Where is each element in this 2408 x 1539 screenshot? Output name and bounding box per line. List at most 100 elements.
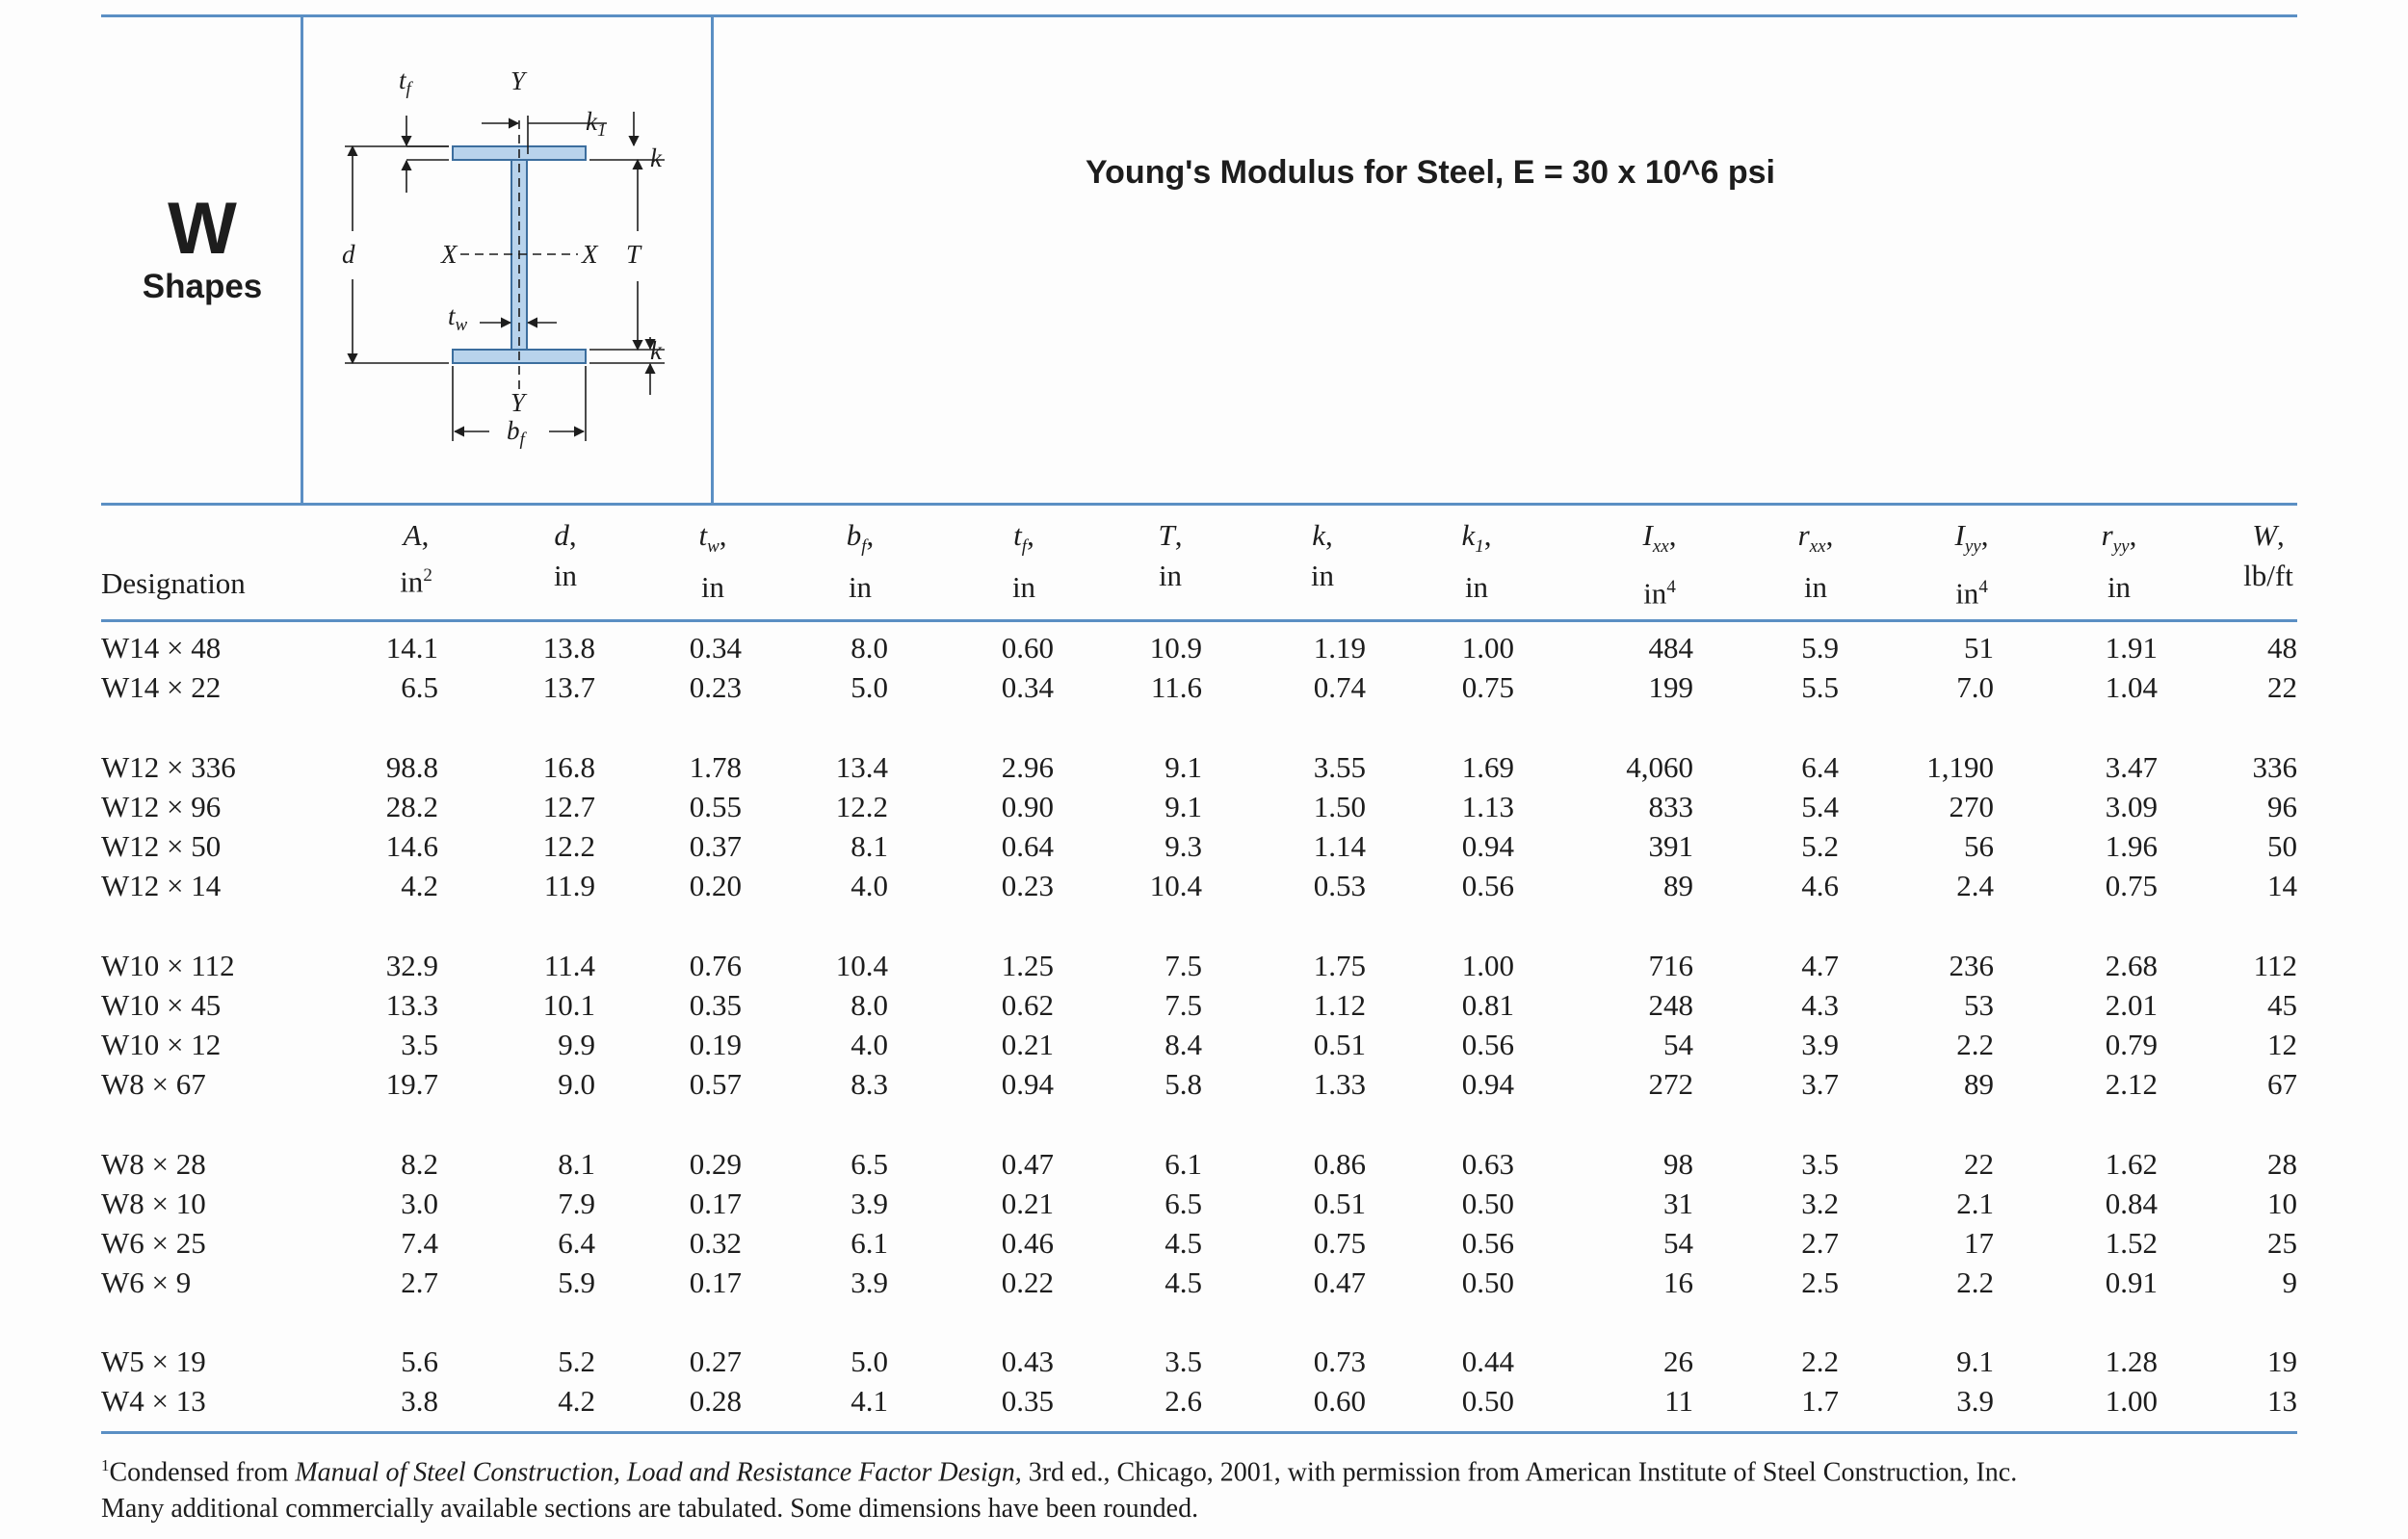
header-top-rule	[101, 503, 2297, 506]
cell-k1-dim: 0.94	[1461, 829, 1514, 863]
cell-iyy: 1,190	[1926, 750, 1994, 784]
cell-rxx: 5.2	[1801, 829, 1839, 863]
col-header-flange-thickness: tf, in	[1011, 518, 1036, 605]
cell-flange-width: 3.9	[851, 1187, 888, 1220]
label-tf: tf	[399, 65, 414, 99]
cell-iyy: 51	[1964, 631, 1994, 665]
cell-flange-thickness: 0.35	[1001, 1384, 1054, 1418]
label-k-bottom: k	[650, 336, 663, 365]
cell-flange-thickness: 0.22	[1001, 1265, 1054, 1299]
cell-k-dim: 0.75	[1313, 1226, 1366, 1260]
cell-k-dim: 0.73	[1313, 1344, 1366, 1378]
col-header-ryy: ryy, in	[2101, 518, 2137, 605]
cell-weight: 22	[2267, 670, 2297, 704]
cell-ixx: 98	[1663, 1147, 1693, 1181]
cell-flange-thickness: 0.47	[1001, 1147, 1054, 1181]
cell-rxx: 3.9	[1801, 1028, 1839, 1061]
label-k1: k1	[586, 107, 606, 141]
cell-k-dim: 0.53	[1313, 869, 1366, 902]
cell-ixx: 248	[1648, 988, 1694, 1022]
cell-ixx: 89	[1663, 869, 1693, 902]
cell-ryy: 1.00	[2105, 1384, 2158, 1418]
cell-ryy: 1.04	[2105, 670, 2158, 704]
cell-weight: 112	[2253, 949, 2297, 982]
cell-t-dim: 3.5	[1165, 1344, 1202, 1378]
cell-k1-dim: 1.00	[1461, 949, 1514, 982]
cell-iyy: 53	[1964, 988, 1994, 1022]
label-divider	[301, 15, 303, 504]
cell-rxx: 6.4	[1801, 750, 1839, 784]
cell-weight: 28	[2267, 1147, 2297, 1181]
cell-area: 2.7	[401, 1265, 438, 1299]
cell-depth: 4.2	[558, 1384, 595, 1418]
label-x-right: X	[581, 240, 599, 269]
cell-rxx: 2.2	[1801, 1344, 1839, 1378]
cell-ryy: 0.84	[2105, 1187, 2158, 1220]
cell-depth: 9.0	[558, 1067, 595, 1101]
cell-area: 14.1	[385, 631, 438, 665]
cell-area: 13.3	[385, 988, 438, 1022]
cell-area: 3.8	[401, 1384, 438, 1418]
cell-rxx: 4.3	[1801, 988, 1839, 1022]
cell-k1-dim: 0.44	[1461, 1344, 1514, 1378]
cell-k1-dim: 0.94	[1461, 1067, 1514, 1101]
cell-iyy: 9.1	[1956, 1344, 1994, 1378]
cell-weight: 12	[2267, 1028, 2297, 1061]
cell-weight: 25	[2267, 1226, 2297, 1260]
footnote-line-1: 1Condensed from Manual of Steel Construc…	[101, 1456, 2018, 1488]
cell-ixx: 54	[1663, 1226, 1693, 1260]
cell-k-dim: 1.14	[1313, 829, 1366, 863]
col-header-k-dim: k, in	[1310, 518, 1335, 592]
cell-area: 98.8	[385, 750, 438, 784]
cell-area: 3.0	[401, 1187, 438, 1220]
cell-area: 19.7	[385, 1067, 438, 1101]
cell-t-dim: 5.8	[1165, 1067, 1202, 1101]
cell-area: 7.4	[401, 1226, 438, 1260]
cell-web-thickness: 0.19	[689, 1028, 742, 1061]
cell-ryy: 0.91	[2105, 1265, 2158, 1299]
cell-rxx: 3.2	[1801, 1187, 1839, 1220]
cell-ixx: 391	[1648, 829, 1694, 863]
cell-flange-thickness: 0.62	[1001, 988, 1054, 1022]
cell-t-dim: 8.4	[1165, 1028, 1202, 1061]
cell-flange-thickness: 0.34	[1001, 670, 1054, 704]
cell-web-thickness: 0.28	[689, 1384, 742, 1418]
cell-t-dim: 2.6	[1165, 1384, 1202, 1418]
cell-ryy: 1.28	[2105, 1344, 2158, 1378]
cell-iyy: 2.2	[1956, 1265, 1994, 1299]
cell-ryy: 0.79	[2105, 1028, 2158, 1061]
designation-cell: W12 × 50	[101, 829, 222, 863]
cell-depth: 16.8	[542, 750, 595, 784]
footnote-line-2: Many additional commercially available s…	[101, 1494, 1199, 1525]
cell-ryy: 1.52	[2105, 1226, 2158, 1260]
cell-ryy: 2.12	[2105, 1067, 2158, 1101]
cell-area: 5.6	[401, 1344, 438, 1378]
cell-k1-dim: 0.50	[1461, 1187, 1514, 1220]
diagram-divider	[711, 15, 714, 504]
cell-ixx: 272	[1648, 1067, 1694, 1101]
cell-ryy: 2.01	[2105, 988, 2158, 1022]
cell-rxx: 1.7	[1801, 1384, 1839, 1418]
cell-flange-width: 8.0	[851, 988, 888, 1022]
cell-depth: 5.2	[558, 1344, 595, 1378]
cell-k1-dim: 0.81	[1461, 988, 1514, 1022]
cell-flange-width: 8.1	[851, 829, 888, 863]
cell-k-dim: 1.12	[1313, 988, 1366, 1022]
cell-web-thickness: 0.17	[689, 1265, 742, 1299]
cell-web-thickness: 1.78	[689, 750, 742, 784]
cell-web-thickness: 0.57	[689, 1067, 742, 1101]
cell-web-thickness: 0.37	[689, 829, 742, 863]
cell-ixx: 484	[1648, 631, 1694, 665]
cell-web-thickness: 0.20	[689, 869, 742, 902]
cell-ryy: 1.91	[2105, 631, 2158, 665]
cell-iyy: 3.9	[1956, 1384, 1994, 1418]
cell-rxx: 5.5	[1801, 670, 1839, 704]
col-header-iyy: Iyy, in4	[1954, 518, 1989, 611]
cell-k1-dim: 1.69	[1461, 750, 1514, 784]
label-x-left: X	[440, 240, 458, 269]
cell-flange-thickness: 1.25	[1001, 949, 1054, 982]
cell-rxx: 5.4	[1801, 790, 1839, 823]
cell-ixx: 11	[1664, 1384, 1693, 1418]
cell-flange-width: 8.0	[851, 631, 888, 665]
cell-weight: 336	[2252, 750, 2298, 784]
